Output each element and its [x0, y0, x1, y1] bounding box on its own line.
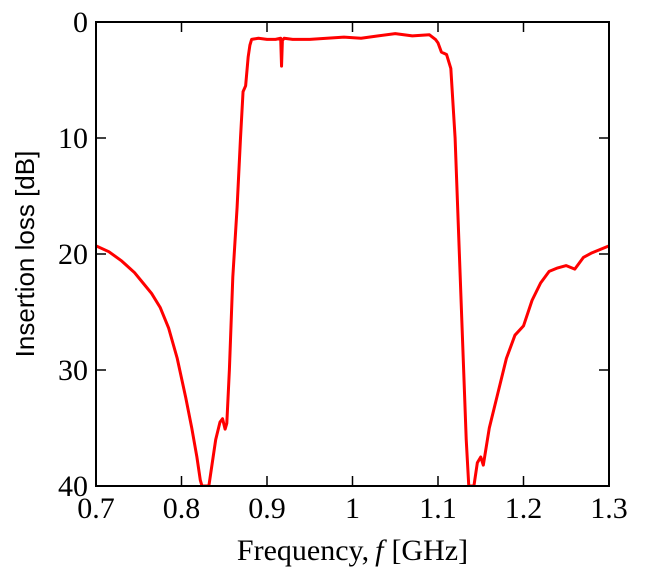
x-tick-label: 1: [345, 492, 360, 525]
x-axis-label-prefix: Frequency,: [237, 534, 369, 567]
y-tick-label: 0: [73, 6, 88, 39]
y-axis-label: Insertion loss [dB]: [10, 151, 40, 358]
plot-frame: [95, 21, 610, 487]
y-tick-label: 30: [58, 354, 88, 387]
x-tick-label: 1.1: [419, 492, 457, 525]
x-tick-label: 1.2: [505, 492, 543, 525]
x-axis-label-variable: f: [375, 534, 387, 567]
x-tick-labels: 0.7 0.8 0.9 1 1.1 1.2 1.3: [77, 492, 628, 525]
y-axis-ticks: [96, 21, 609, 487]
y-tick-label: 20: [58, 238, 88, 271]
x-tick-label: 0.9: [248, 492, 286, 525]
x-axis-ticks: [95, 22, 610, 486]
y-tick-label: 10: [58, 122, 88, 155]
x-tick-label: 0.7: [77, 492, 115, 525]
x-axis-label-unit: [GHz]: [391, 534, 468, 567]
series-line: [96, 32, 609, 486]
x-tick-label: 1.3: [590, 492, 628, 525]
y-tick-label: 40: [58, 470, 88, 503]
x-axis-label: Frequency, f [GHz]: [237, 534, 468, 567]
x-tick-label: 0.8: [163, 492, 201, 525]
series-layer: [96, 32, 609, 486]
y-tick-labels: 0 10 20 30 40: [58, 6, 88, 503]
